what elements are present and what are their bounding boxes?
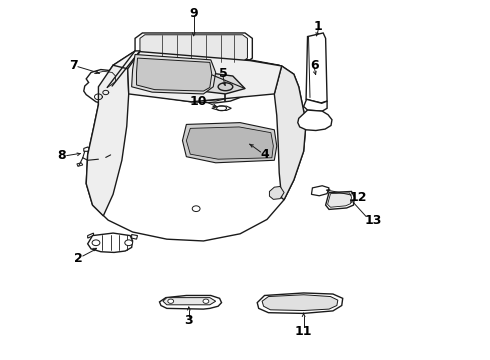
Circle shape — [92, 240, 100, 246]
Polygon shape — [328, 193, 351, 207]
Polygon shape — [132, 234, 138, 239]
Text: 3: 3 — [185, 314, 193, 327]
Polygon shape — [192, 72, 245, 94]
Text: 6: 6 — [310, 59, 318, 72]
Circle shape — [203, 299, 209, 303]
Polygon shape — [88, 233, 94, 238]
Text: 12: 12 — [349, 191, 367, 204]
Text: 2: 2 — [74, 252, 83, 265]
Polygon shape — [172, 66, 277, 101]
Polygon shape — [77, 163, 83, 166]
Text: 13: 13 — [365, 214, 382, 227]
Polygon shape — [306, 33, 327, 103]
Circle shape — [168, 299, 173, 303]
Text: 1: 1 — [314, 20, 323, 33]
Polygon shape — [86, 65, 129, 216]
Polygon shape — [326, 192, 354, 210]
Text: 10: 10 — [190, 95, 207, 108]
Polygon shape — [270, 186, 284, 199]
Text: 7: 7 — [70, 59, 78, 72]
Polygon shape — [312, 186, 329, 196]
Polygon shape — [182, 123, 277, 163]
Circle shape — [125, 240, 133, 246]
Polygon shape — [159, 296, 221, 309]
Text: 4: 4 — [260, 148, 269, 161]
Polygon shape — [84, 69, 118, 103]
Polygon shape — [257, 293, 343, 314]
Polygon shape — [304, 99, 327, 111]
Text: 9: 9 — [189, 7, 198, 20]
Polygon shape — [163, 298, 216, 305]
Polygon shape — [84, 147, 90, 151]
Polygon shape — [274, 66, 306, 200]
Text: 8: 8 — [57, 149, 66, 162]
Polygon shape — [140, 35, 247, 62]
Text: 11: 11 — [295, 325, 313, 338]
Ellipse shape — [218, 83, 233, 91]
Polygon shape — [298, 110, 332, 131]
Polygon shape — [186, 127, 273, 159]
Polygon shape — [262, 295, 338, 311]
Polygon shape — [128, 51, 282, 102]
Circle shape — [192, 206, 200, 212]
Polygon shape — [86, 51, 306, 241]
Polygon shape — [212, 106, 231, 111]
Text: 5: 5 — [219, 67, 227, 80]
Polygon shape — [135, 33, 252, 63]
Polygon shape — [88, 233, 133, 252]
Polygon shape — [113, 51, 289, 103]
Polygon shape — [137, 58, 212, 91]
Polygon shape — [132, 54, 216, 94]
Polygon shape — [98, 157, 106, 161]
